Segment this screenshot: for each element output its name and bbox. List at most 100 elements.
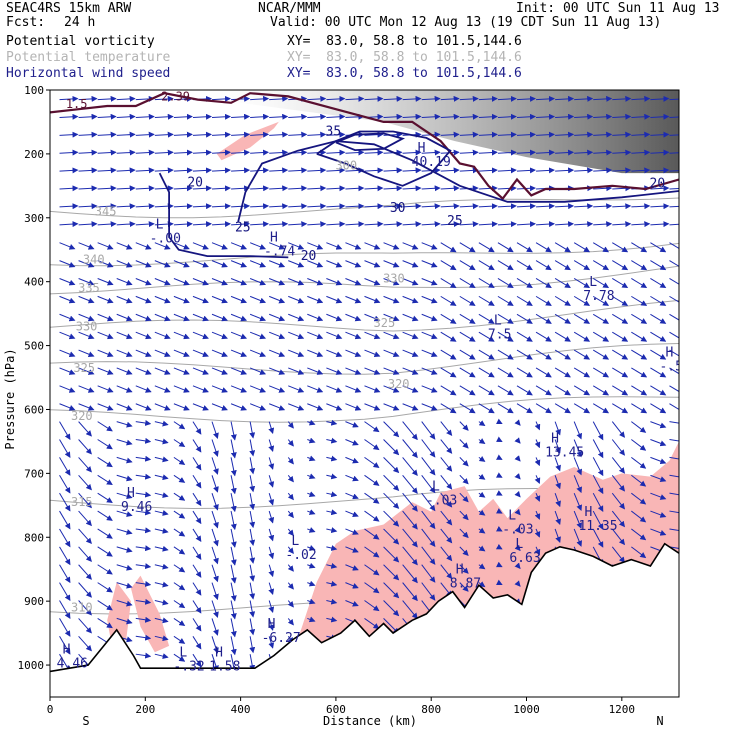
wind-vector (116, 367, 133, 375)
wind-vector (97, 203, 117, 210)
extremum-letter: H (456, 563, 464, 578)
wind-vector (631, 349, 648, 360)
wind-vector (59, 546, 71, 566)
wind-vector (59, 421, 71, 441)
wind-vector (192, 113, 212, 120)
wind-vector (345, 564, 359, 571)
wind-vector (459, 149, 479, 156)
wind-vector (269, 95, 289, 102)
wind-vector (421, 457, 436, 476)
wind-vector (230, 313, 248, 322)
wind-vector (288, 385, 305, 393)
wind-vector (514, 580, 521, 587)
wind-vector (554, 439, 561, 454)
wind-vector (631, 295, 648, 306)
wind-vector (383, 167, 403, 174)
wind-vector (326, 278, 343, 286)
wind-vector (78, 635, 92, 652)
wind-vector (535, 367, 552, 378)
wind-vector (116, 149, 136, 156)
wind-vector (478, 203, 498, 210)
wind-vector (364, 582, 380, 594)
wind-vector (287, 600, 294, 608)
wind-vector (59, 278, 76, 286)
wind-vector (421, 95, 441, 102)
wind-vector (402, 95, 422, 102)
wind-vector (116, 385, 133, 393)
wind-vector (192, 260, 209, 268)
wind-vector (307, 473, 316, 480)
wind-vector (554, 510, 561, 526)
extremum-value: -.32 (173, 660, 204, 675)
wind-vector (383, 528, 400, 545)
wind-vector (326, 562, 338, 569)
wind-vector (459, 203, 479, 210)
wind-vector (612, 331, 629, 342)
wind-vector (249, 403, 267, 411)
wind-vector (345, 582, 359, 589)
wind-vector (536, 95, 555, 102)
wind-vector (650, 167, 670, 174)
wind-vector (230, 546, 237, 566)
wind-vector (116, 242, 133, 250)
wind-vector (192, 475, 202, 489)
wind-vector (669, 509, 679, 516)
wind-vector (402, 149, 422, 156)
wind-vector (154, 420, 169, 427)
wind-vector (288, 167, 308, 174)
wind-vector (611, 492, 626, 510)
wind-vector (345, 421, 359, 428)
wind-vector (612, 295, 629, 306)
wind-vector (59, 95, 79, 102)
wind-vector (459, 242, 476, 253)
wind-vector (307, 527, 316, 533)
wind-vector (173, 260, 190, 268)
wind-vector (78, 95, 98, 102)
wind-vector (326, 167, 346, 174)
wind-vector (421, 185, 441, 192)
wind-vector (345, 439, 359, 446)
wind-vector (173, 421, 186, 430)
wind-vector (268, 475, 275, 488)
wind-vector (514, 544, 521, 552)
wind-vector (574, 149, 594, 156)
wind-vector (78, 331, 95, 340)
wind-vector (669, 438, 679, 445)
wind-vector (116, 260, 133, 268)
wind-vector (211, 475, 219, 493)
wind-vector (211, 203, 231, 210)
wind-vector (364, 439, 380, 451)
wind-vector (478, 563, 486, 570)
wind-vector (478, 295, 495, 306)
wind-vector (268, 546, 275, 560)
wind-vector (345, 474, 359, 482)
wind-vector (78, 510, 92, 527)
wind-vector (211, 600, 219, 618)
wind-vector (669, 205, 679, 208)
wind-vector (135, 349, 152, 358)
wind-vector (345, 600, 359, 607)
y-tick-label: 500 (24, 340, 44, 353)
plot-frame (49, 89, 680, 698)
wind-vector (650, 439, 667, 447)
wind-vector (173, 635, 186, 644)
wind-vector (192, 564, 202, 578)
wind-vector (307, 491, 316, 497)
wind-vector (326, 527, 338, 534)
wind-vector (59, 475, 71, 494)
wind-vector (269, 295, 286, 304)
wind-vector (135, 221, 155, 228)
wind-vector (631, 492, 647, 505)
wind-vector (650, 403, 667, 414)
wind-vector (516, 113, 536, 120)
wind-vector (173, 167, 193, 174)
wind-vector (307, 349, 324, 358)
wind-vector (211, 564, 219, 583)
wind-vector (116, 600, 133, 607)
wind-vector (307, 419, 316, 426)
wind-vector (250, 167, 270, 174)
wind-vector (326, 203, 346, 210)
wind-vector (421, 242, 438, 250)
wind-vector (211, 331, 228, 340)
wind-vector (516, 295, 533, 306)
